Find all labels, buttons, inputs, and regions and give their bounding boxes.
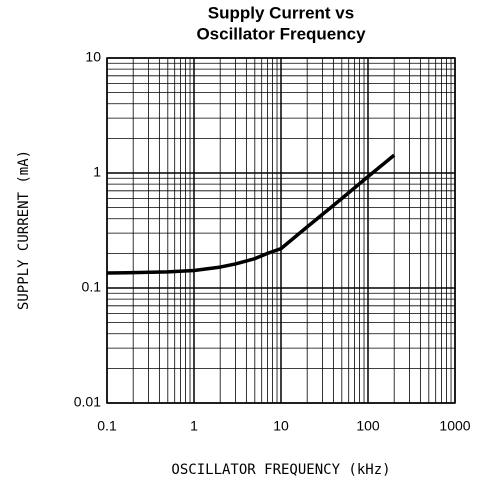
x-tick-label: 1 bbox=[190, 418, 198, 434]
x-tick-label: 100 bbox=[356, 418, 380, 434]
x-tick-label: 1000 bbox=[439, 418, 470, 434]
chart-title: Oscillator Frequency bbox=[196, 24, 366, 43]
y-tick-label: 0.1 bbox=[82, 279, 102, 295]
x-tick-label: 10 bbox=[273, 418, 289, 434]
y-tick-label: 10 bbox=[85, 49, 101, 65]
x-tick-label: 0.1 bbox=[97, 418, 117, 434]
y-axis-label: SUPPLY CURRENT (mA) bbox=[16, 150, 32, 310]
y-tick-label: 1 bbox=[93, 164, 101, 180]
x-axis-label: OSCILLATOR FREQUENCY (kHz) bbox=[171, 462, 390, 478]
chart-title: Supply Current vs bbox=[208, 3, 354, 22]
plot-frame bbox=[106, 57, 456, 404]
y-tick-label: 0.01 bbox=[74, 394, 101, 410]
line bbox=[106, 153, 396, 275]
